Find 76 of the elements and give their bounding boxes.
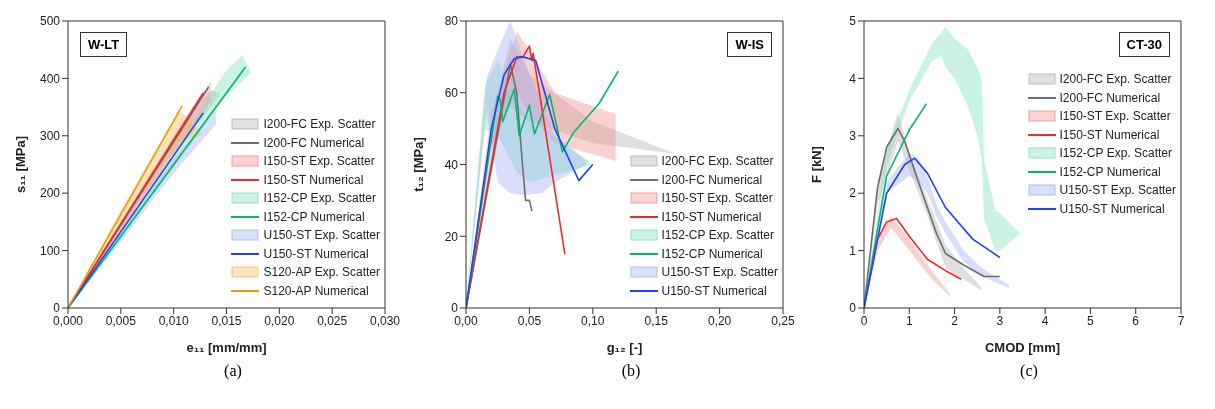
y-tick-label: 100 [39, 243, 61, 258]
x-axis-title: e₁₁ [mm/mm] [186, 340, 267, 355]
x-tick-label: 0,25 [771, 313, 795, 328]
legend-label: I200-FC Numerical [661, 172, 763, 187]
y-tick-label: 0 [849, 301, 857, 316]
text: W-IS [727, 32, 772, 57]
text: (b) [620, 362, 642, 380]
y-tick-label: 200 [39, 186, 61, 201]
y-tick-label: 20 [444, 229, 459, 244]
legend-label: I200-FC Exp. Scatter [1059, 72, 1172, 87]
legend-label: U150-ST Exp. Scatter [661, 265, 778, 280]
x-tick-label: 6 [1132, 313, 1140, 328]
x-tick-label: 0,005 [105, 313, 137, 328]
x-tick-label: 1 [905, 313, 913, 328]
y-tick-label: 4 [849, 71, 857, 86]
legend-label: U150-ST Exp. Scatter [263, 228, 380, 243]
y-tick-label: 1 [849, 243, 857, 258]
x-tick-label: 0,015 [211, 313, 242, 328]
y-axis-title: t₁₂ [MPa] [410, 137, 426, 192]
legend-label: S120-AP Numerical [263, 283, 369, 298]
legend-label: I152-CP Exp. Scatter [1059, 146, 1172, 161]
legend-label: I152-CP Numerical [1059, 164, 1161, 179]
x-axis-title: g₁₂ [-] [606, 340, 643, 355]
x-tick-label: 0,05 [517, 313, 542, 328]
x-tick-label: 0,10 [581, 313, 605, 328]
legend-label: I150-ST Exp. Scatter [1059, 109, 1171, 124]
x-tick-label: 0,15 [644, 313, 669, 328]
legend-label: I152-CP Numerical [263, 209, 365, 224]
y-tick-label: 2 [849, 186, 857, 201]
legend-label: U150-ST Exp. Scatter [1059, 183, 1176, 198]
text: W-LT [80, 32, 128, 57]
x-tick-label: 0,025 [317, 313, 348, 328]
text: (a) [223, 362, 243, 380]
y-tick-label: 3 [849, 129, 857, 144]
legend-label: S120-AP Exp. Scatter [263, 265, 380, 280]
legend-label: U150-ST Numerical [1059, 201, 1165, 216]
x-axis-title: CMOD [mm] [984, 340, 1061, 355]
y-axis-title: s₁₁ [MPa] [12, 136, 28, 193]
y-tick-label: 0 [53, 301, 61, 316]
x-tick-label: 3 [996, 313, 1004, 328]
legend-label: I152-CP Exp. Scatter [661, 228, 774, 243]
legend-label: I150-ST Numerical [1059, 127, 1160, 142]
y-tick-label: 60 [444, 86, 459, 101]
y-tick-label: 300 [39, 129, 61, 144]
y-tick-label: 5 [849, 14, 857, 29]
x-tick-label: 7 [1177, 313, 1185, 328]
legend-label: I200-FC Numerical [263, 135, 365, 150]
legend-label: I200-FC Exp. Scatter [661, 154, 774, 169]
x-tick-label: 0,00 [454, 313, 478, 328]
legend-label: U150-ST Numerical [661, 283, 767, 298]
x-tick-label: 0,000 [52, 313, 84, 328]
legend-label: I150-ST Exp. Scatter [661, 191, 773, 206]
text: CT-30 [1118, 32, 1170, 57]
x-tick-label: 4 [1041, 313, 1049, 328]
y-axis-title: F [kN] [808, 146, 824, 183]
x-tick-label: 0,20 [707, 313, 732, 328]
legend-label: I152-CP Exp. Scatter [263, 191, 376, 206]
x-tick-label: 2 [951, 313, 959, 328]
x-tick-label: 5 [1087, 313, 1095, 328]
y-tick-label: 0 [451, 301, 459, 316]
legend-label: I150-ST Exp. Scatter [263, 154, 375, 169]
x-tick-label: 0 [860, 313, 868, 328]
y-tick-label: 40 [444, 157, 459, 172]
x-tick-label: 0,020 [264, 313, 295, 328]
legend-label: I150-ST Numerical [263, 172, 364, 187]
legend-label: U150-ST Numerical [263, 246, 369, 261]
y-tick-label: 500 [39, 14, 61, 29]
text: (c) [1019, 362, 1039, 380]
legend-label: I152-CP Numerical [661, 246, 763, 261]
x-tick-label: 0,010 [158, 313, 190, 328]
legend-label: I150-ST Numerical [661, 209, 762, 224]
y-tick-label: 80 [444, 14, 459, 29]
legend-label: I200-FC Exp. Scatter [263, 117, 376, 132]
legend-label: I200-FC Numerical [1059, 90, 1161, 105]
x-tick-label: 0,030 [369, 313, 401, 328]
y-tick-label: 400 [39, 71, 61, 86]
